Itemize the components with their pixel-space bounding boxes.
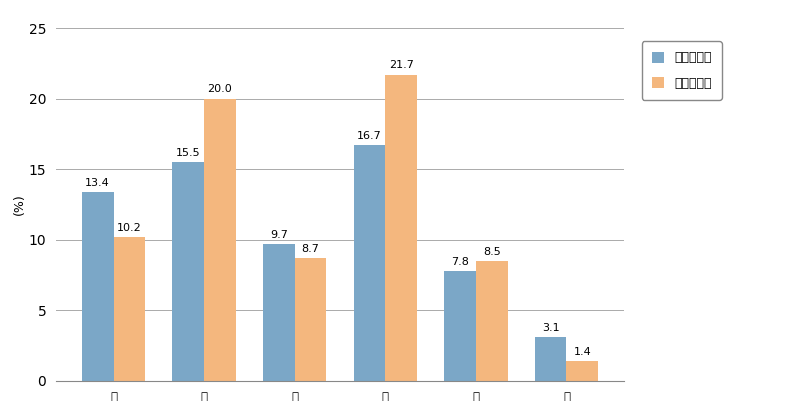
Text: 8.5: 8.5 — [483, 247, 501, 257]
Bar — [386, 75, 417, 381]
Text: 7.8: 7.8 — [451, 257, 469, 267]
Bar — [476, 261, 507, 381]
Text: 13.4: 13.4 — [86, 178, 110, 188]
Text: 16.7: 16.7 — [357, 131, 382, 141]
Bar — [534, 337, 566, 381]
Text: 1.4: 1.4 — [574, 347, 591, 357]
Text: 3.1: 3.1 — [542, 323, 559, 333]
Bar — [354, 145, 386, 381]
Bar — [444, 271, 476, 381]
Bar — [173, 162, 204, 381]
Y-axis label: (%): (%) — [13, 194, 26, 215]
Bar — [263, 244, 294, 381]
Bar — [114, 237, 146, 381]
Text: 21.7: 21.7 — [389, 61, 414, 71]
Bar — [82, 192, 114, 381]
Bar — [204, 99, 236, 381]
Bar — [566, 361, 598, 381]
Text: 15.5: 15.5 — [176, 148, 201, 158]
Text: 10.2: 10.2 — [117, 223, 142, 233]
Text: 20.0: 20.0 — [207, 85, 232, 94]
Text: 9.7: 9.7 — [270, 230, 288, 240]
Bar — [294, 258, 326, 381]
Legend: 住み替え前, 住み替え後: 住み替え前, 住み替え後 — [642, 41, 722, 100]
Text: 8.7: 8.7 — [302, 244, 319, 254]
